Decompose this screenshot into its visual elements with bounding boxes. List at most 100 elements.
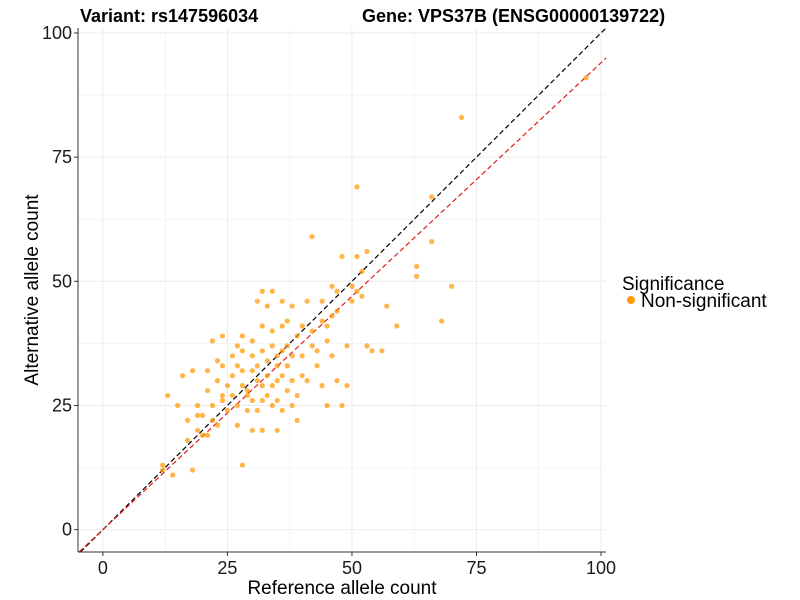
data-point-109 xyxy=(334,378,340,384)
data-point-23 xyxy=(214,358,221,364)
data-point-20 xyxy=(209,417,216,423)
data-point-63 xyxy=(264,303,270,309)
data-point-130 xyxy=(414,263,420,270)
data-point-46 xyxy=(249,368,255,374)
data-point-112 xyxy=(339,402,345,409)
grid-lines xyxy=(78,28,606,552)
data-point-50 xyxy=(254,407,260,414)
data-point-29 xyxy=(224,383,231,389)
data-point-81 xyxy=(284,343,290,349)
data-point-64 xyxy=(269,402,275,409)
data-point-60 xyxy=(264,392,270,399)
data-point-114 xyxy=(344,383,350,389)
data-point-94 xyxy=(304,298,310,304)
data-point-78 xyxy=(279,298,285,304)
data-point-21 xyxy=(214,422,221,428)
y-tick-label-100: 100 xyxy=(42,23,72,43)
data-point-2 xyxy=(165,392,171,399)
data-point-5 xyxy=(180,373,186,379)
data-point-93 xyxy=(304,378,310,384)
data-point-127 xyxy=(384,303,390,309)
data-points xyxy=(160,75,589,478)
x-tick-label-50: 50 xyxy=(342,558,362,578)
data-point-27 xyxy=(219,392,226,399)
data-point-111 xyxy=(334,288,340,294)
data-point-56 xyxy=(259,383,265,389)
data-point-96 xyxy=(309,234,315,240)
data-point-125 xyxy=(369,348,375,354)
data-point-128 xyxy=(394,323,400,329)
data-point-17 xyxy=(204,368,211,374)
data-point-30 xyxy=(229,392,236,399)
reference-line-identity xyxy=(80,27,607,553)
data-point-49 xyxy=(249,427,255,433)
title-variant: Variant: rs147596034 xyxy=(80,6,258,26)
data-point-31 xyxy=(229,353,236,359)
data-point-116 xyxy=(349,298,355,304)
data-point-7 xyxy=(184,417,191,423)
x-tick-label-25: 25 xyxy=(217,558,237,578)
data-point-42 xyxy=(244,407,250,414)
data-point-69 xyxy=(274,397,280,404)
data-point-115 xyxy=(344,343,350,349)
data-point-76 xyxy=(279,348,285,354)
data-point-126 xyxy=(379,348,385,354)
data-point-77 xyxy=(279,323,285,329)
data-point-24 xyxy=(219,397,226,404)
data-point-71 xyxy=(274,363,280,369)
y-tick-label-50: 50 xyxy=(52,271,72,291)
data-point-85 xyxy=(289,353,295,359)
data-point-68 xyxy=(269,328,275,334)
data-point-58 xyxy=(259,323,265,329)
data-point-34 xyxy=(234,402,240,409)
data-point-82 xyxy=(284,318,290,324)
data-point-101 xyxy=(319,298,325,304)
data-point-106 xyxy=(329,313,335,319)
data-point-124 xyxy=(364,343,370,349)
data-point-134 xyxy=(448,283,455,289)
data-point-99 xyxy=(314,348,320,354)
data-point-39 xyxy=(239,368,245,374)
data-point-75 xyxy=(279,373,285,379)
data-point-135 xyxy=(458,114,465,121)
data-point-97 xyxy=(309,343,315,349)
data-point-103 xyxy=(324,338,330,344)
reference-line-fit xyxy=(78,57,607,553)
data-point-59 xyxy=(259,288,265,294)
data-point-113 xyxy=(339,253,345,260)
data-point-33 xyxy=(234,422,240,428)
data-point-0 xyxy=(160,467,166,473)
data-point-67 xyxy=(269,288,275,294)
data-point-48 xyxy=(249,338,255,344)
data-point-45 xyxy=(249,397,255,404)
data-point-43 xyxy=(244,392,250,399)
data-point-52 xyxy=(254,363,260,369)
data-point-1 xyxy=(160,462,166,468)
data-point-95 xyxy=(309,328,315,334)
data-point-79 xyxy=(284,387,290,394)
data-point-13 xyxy=(199,432,206,438)
x-axis-ticks: 0 25 50 75 100 xyxy=(98,552,616,578)
data-point-25 xyxy=(219,363,226,369)
reference-lines xyxy=(78,27,607,553)
data-point-83 xyxy=(289,402,295,409)
data-point-38 xyxy=(239,383,245,389)
data-point-47 xyxy=(249,353,255,359)
data-point-110 xyxy=(334,308,340,314)
y-tick-label-75: 75 xyxy=(52,147,72,167)
data-point-73 xyxy=(274,427,280,433)
data-point-72 xyxy=(274,353,280,359)
data-point-104 xyxy=(324,323,330,329)
data-point-6 xyxy=(184,437,191,443)
x-tick-label-100: 100 xyxy=(586,558,616,578)
data-point-4 xyxy=(175,402,181,409)
data-point-100 xyxy=(319,318,325,324)
x-tick-label-75: 75 xyxy=(466,558,486,578)
data-point-26 xyxy=(219,333,226,339)
legend-title: Significance xyxy=(622,274,724,295)
data-point-53 xyxy=(254,298,260,304)
data-point-119 xyxy=(354,184,360,190)
data-point-37 xyxy=(239,462,245,468)
data-point-74 xyxy=(279,407,285,414)
